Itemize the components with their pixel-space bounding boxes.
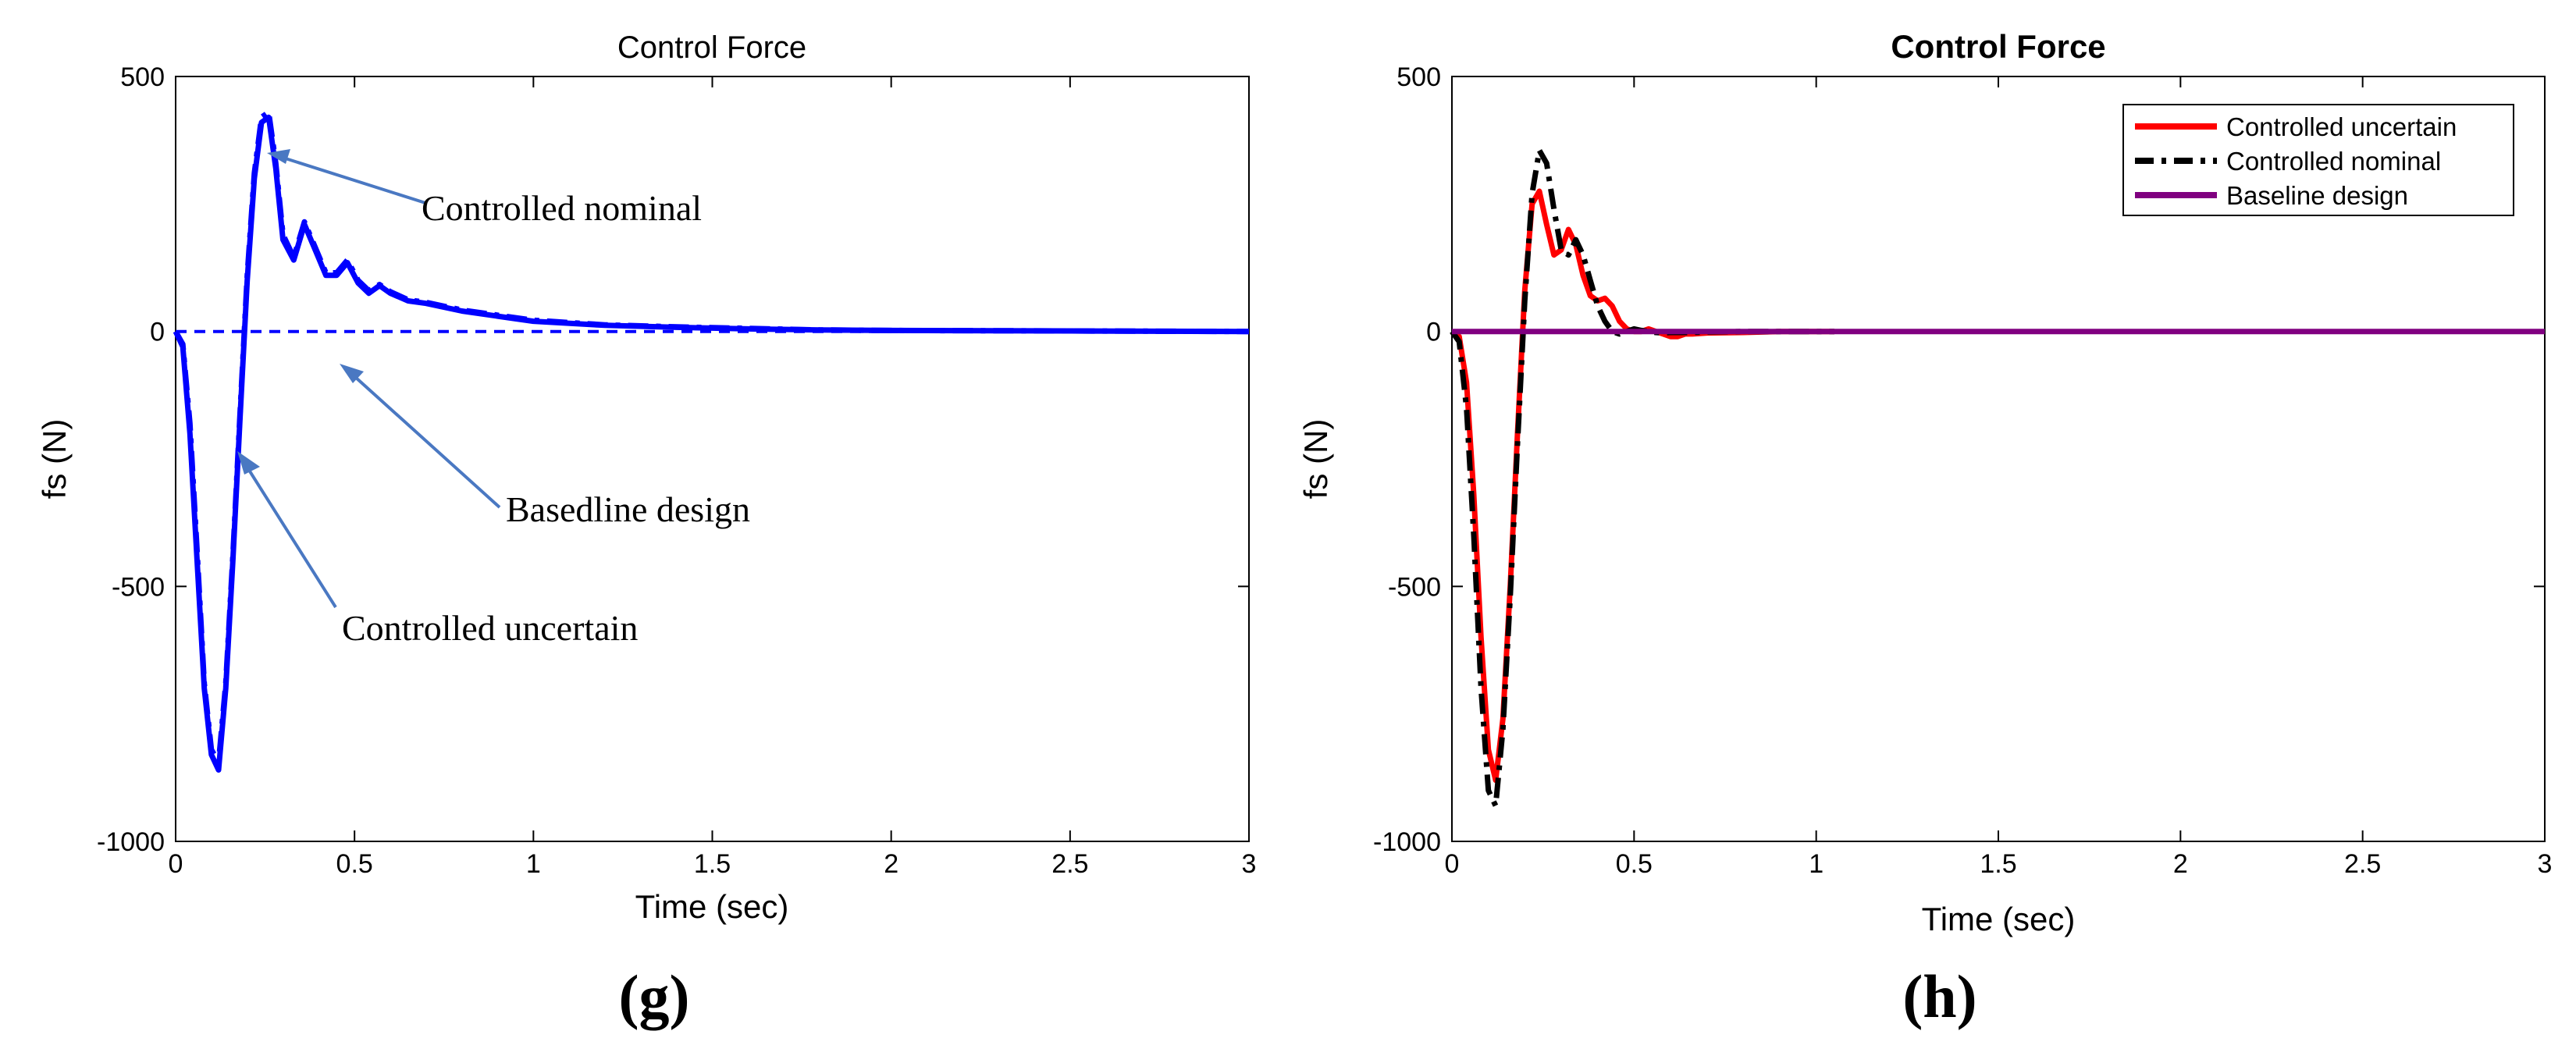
x-tick-label: 0 bbox=[1445, 849, 1460, 879]
y-tick-label: 0 bbox=[150, 318, 165, 347]
x-tick-label: 2.5 bbox=[2344, 849, 2381, 879]
x-tick-label: 0 bbox=[169, 849, 183, 879]
chart-g: Control Force Time (sec) fs (N) 0 0.5 1 1.5… bbox=[36, 30, 1256, 1030]
x-tick-label: 0.5 bbox=[336, 849, 373, 879]
x-tick-label: 0.5 bbox=[1616, 849, 1653, 879]
series-group-h bbox=[1450, 148, 2545, 809]
panel-label-h: (h) bbox=[1902, 962, 1976, 1030]
y-axis-label-g: fs (N) bbox=[36, 419, 73, 500]
plot-area-g bbox=[175, 76, 1250, 842]
ticks-g: 0 0.5 1 1.5 2 2.5 3 -1000 -500 0 500 bbox=[97, 62, 1256, 879]
annotation-arrowhead-baseline bbox=[340, 364, 364, 383]
legend-label-nominal: Controlled nominal bbox=[2226, 147, 2441, 176]
x-axis-label-g: Time (sec) bbox=[635, 888, 789, 925]
y-tick-label: -500 bbox=[1388, 572, 1441, 602]
y-tick-label: 0 bbox=[1426, 318, 1441, 347]
x-tick-label: 2 bbox=[2173, 849, 2188, 879]
annotation-baseline: Basedline design bbox=[506, 489, 750, 529]
legend-h: Controlled uncertain Controlled nominal … bbox=[2122, 104, 2514, 216]
x-tick-label: 3 bbox=[1242, 849, 1257, 879]
legend-label-uncertain: Controlled uncertain bbox=[2226, 112, 2457, 141]
y-tick-label: -500 bbox=[112, 572, 165, 602]
legend-label-baseline: Baseline design bbox=[2226, 181, 2408, 210]
series-group-g bbox=[173, 109, 1250, 773]
y-tick-label: -1000 bbox=[1373, 827, 1441, 857]
y-tick-label: 500 bbox=[1397, 62, 1441, 92]
y-tick-label: -1000 bbox=[97, 827, 165, 857]
x-axis-label-h: Time (sec) bbox=[1922, 901, 2076, 937]
y-tick-label: 500 bbox=[120, 62, 165, 92]
y-axis-label-h: fs (N) bbox=[1297, 419, 1334, 500]
annotation-arrowhead-nominal bbox=[267, 149, 290, 164]
annotation-arrow-uncertain bbox=[240, 457, 337, 609]
x-tick-label: 1.5 bbox=[1980, 849, 2016, 879]
annotation-uncertain: Controlled uncertain bbox=[342, 608, 638, 648]
x-tick-label: 3 bbox=[2538, 849, 2553, 879]
x-tick-label: 1 bbox=[526, 849, 541, 879]
x-tick-label: 1 bbox=[1809, 849, 1823, 879]
annotation-arrow-baseline bbox=[346, 368, 501, 509]
annotation-nominal: Controlled nominal bbox=[422, 188, 702, 228]
chart-title-h: Control Force bbox=[1891, 28, 2105, 65]
chart-title-g: Control Force bbox=[617, 30, 806, 65]
series-line-g-1 bbox=[173, 109, 1250, 766]
chart-h: Control Force Time (sec) fs (N) 0 0.5 1 1.5… bbox=[1297, 28, 2552, 1030]
panel-label-g: (g) bbox=[619, 962, 690, 1030]
x-tick-label: 2.5 bbox=[1051, 849, 1088, 879]
annotation-arrow-nominal bbox=[272, 153, 426, 204]
x-tick-label: 2 bbox=[884, 849, 898, 879]
annotations-g: Controlled nominal Basedline design Cont… bbox=[237, 149, 750, 648]
x-tick-label: 1.5 bbox=[694, 849, 731, 879]
annotation-arrowhead-uncertain bbox=[237, 451, 260, 475]
ticks-h: 0 0.5 1 1.5 2 2.5 3 -1000 -500 0 500 bbox=[1373, 62, 2552, 879]
